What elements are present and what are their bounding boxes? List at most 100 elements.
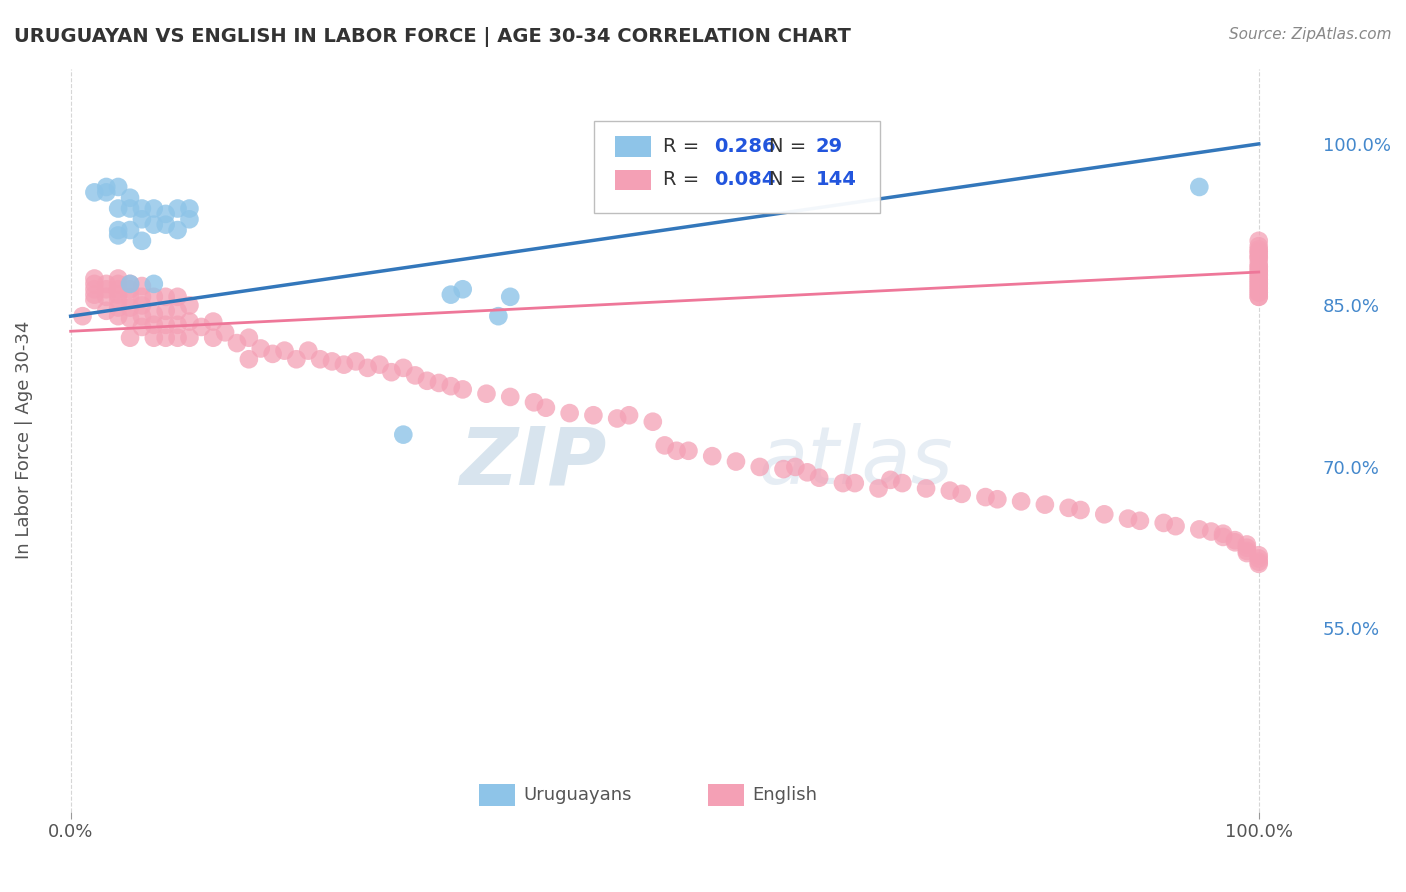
Point: [1212, 526, 1234, 541]
Point: [1247, 557, 1270, 571]
Point: [1247, 285, 1270, 300]
Text: atlas: atlas: [759, 424, 953, 501]
Text: 29: 29: [815, 137, 844, 156]
Point: [1247, 281, 1270, 295]
Point: [1236, 537, 1258, 551]
Point: [118, 223, 141, 237]
Point: [226, 336, 249, 351]
Point: [96, 186, 118, 200]
Point: [404, 368, 426, 383]
Point: [617, 409, 640, 423]
Point: [107, 180, 129, 194]
Point: [214, 326, 236, 340]
Point: [1033, 498, 1056, 512]
Point: [891, 476, 914, 491]
Point: [785, 459, 807, 474]
Point: [118, 282, 141, 296]
Point: [748, 459, 770, 474]
Bar: [616, 136, 651, 157]
Point: [654, 438, 676, 452]
Point: [974, 490, 997, 504]
Point: [1247, 264, 1270, 278]
Point: [1247, 239, 1270, 253]
Point: [416, 374, 439, 388]
Point: [357, 360, 380, 375]
Point: [772, 462, 794, 476]
Point: [118, 290, 141, 304]
Point: [392, 427, 415, 442]
Point: [844, 476, 866, 491]
Point: [179, 202, 201, 216]
Point: [155, 290, 177, 304]
Point: [368, 358, 391, 372]
Point: [1247, 243, 1270, 257]
Point: [262, 347, 284, 361]
Point: [96, 277, 118, 291]
Point: [1070, 503, 1092, 517]
Text: ZIP: ZIP: [458, 424, 606, 501]
Point: [131, 234, 153, 248]
Point: [131, 212, 153, 227]
Point: [939, 483, 962, 498]
Point: [118, 311, 141, 326]
Point: [950, 487, 973, 501]
Point: [1247, 268, 1270, 283]
Point: [179, 331, 201, 345]
Point: [1164, 519, 1187, 533]
Point: [83, 277, 105, 291]
Point: [107, 309, 129, 323]
Text: N =: N =: [769, 137, 813, 156]
Point: [1247, 277, 1270, 291]
Point: [879, 473, 901, 487]
Point: [107, 287, 129, 301]
Point: [166, 290, 188, 304]
Point: [1010, 494, 1032, 508]
Point: [499, 290, 522, 304]
Point: [427, 376, 450, 390]
Point: [96, 282, 118, 296]
Text: R =: R =: [664, 170, 706, 189]
Point: [155, 303, 177, 318]
Point: [1247, 264, 1270, 278]
Point: [107, 282, 129, 296]
Point: [1247, 290, 1270, 304]
FancyBboxPatch shape: [593, 120, 880, 213]
Point: [249, 342, 271, 356]
Text: Source: ZipAtlas.com: Source: ZipAtlas.com: [1229, 27, 1392, 42]
Point: [702, 449, 724, 463]
Point: [238, 352, 260, 367]
Point: [155, 331, 177, 345]
Point: [142, 202, 165, 216]
Point: [1153, 516, 1175, 530]
Point: [155, 318, 177, 332]
Point: [107, 293, 129, 307]
Point: [118, 277, 141, 291]
Point: [1092, 508, 1115, 522]
Point: [1247, 250, 1270, 264]
Point: [96, 290, 118, 304]
Point: [142, 218, 165, 232]
Point: [107, 301, 129, 315]
Point: [131, 320, 153, 334]
Point: [440, 379, 463, 393]
Point: [606, 411, 628, 425]
Point: [166, 223, 188, 237]
Point: [641, 415, 664, 429]
Point: [1247, 251, 1270, 265]
Bar: [616, 169, 651, 190]
Point: [558, 406, 581, 420]
Point: [1247, 268, 1270, 283]
Point: [1247, 277, 1270, 291]
Point: [499, 390, 522, 404]
Point: [142, 290, 165, 304]
Point: [118, 191, 141, 205]
Point: [83, 186, 105, 200]
Point: [142, 277, 165, 291]
Point: [808, 471, 831, 485]
Bar: [479, 784, 515, 806]
Point: [1247, 548, 1270, 562]
Point: [486, 309, 509, 323]
Point: [155, 218, 177, 232]
Point: [451, 383, 474, 397]
Point: [344, 354, 367, 368]
